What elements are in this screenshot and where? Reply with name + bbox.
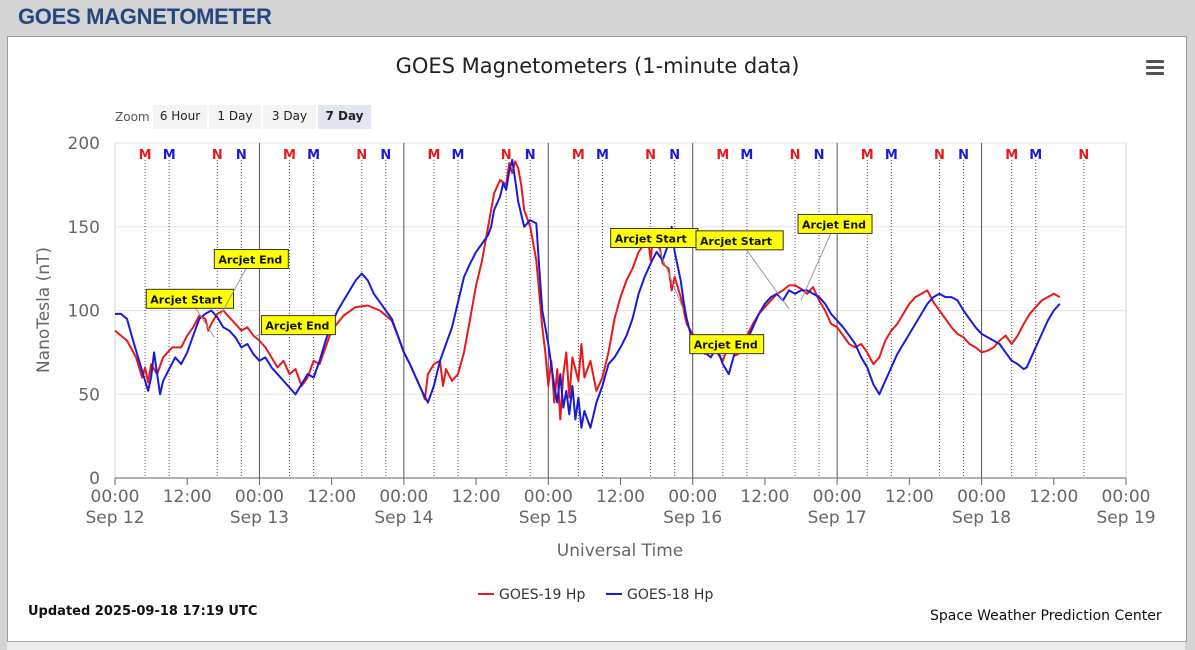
- y-tick-label: 50: [78, 385, 100, 405]
- annotation-connector: [653, 237, 685, 311]
- x-tick-time-label: 12:00: [1029, 487, 1078, 507]
- annotation-label: Arcjet End: [218, 254, 282, 267]
- marker-n-label: N: [501, 148, 512, 163]
- zoom-6-hour-button[interactable]: 6 Hour: [153, 105, 207, 129]
- legend-label-goes19: GOES-19 Hp: [499, 587, 585, 603]
- marker-m-label: M: [427, 148, 440, 163]
- x-tick-time-label: 12:00: [885, 487, 934, 507]
- app-header-title: GOES MAGNETOMETER: [18, 4, 272, 29]
- marker-m-label: M: [163, 148, 176, 163]
- zoom-1-day-button[interactable]: 1 Day: [209, 105, 261, 129]
- legend-item-goes18[interactable]: GOES-18 Hp: [606, 587, 713, 603]
- marker-n-label: N: [790, 148, 801, 163]
- y-tick-label: 200: [68, 134, 100, 154]
- marker-m-label: M: [572, 148, 585, 163]
- legend-item-goes19[interactable]: GOES-19 Hp: [478, 587, 585, 603]
- y-axis-label: NanoTesla (nT): [34, 247, 54, 373]
- series-line-goes18: [115, 158, 1061, 429]
- annotation-box: [797, 213, 873, 234]
- x-tick-date-label: Sep 14: [374, 508, 433, 528]
- marker-n-label: N: [934, 148, 945, 163]
- next-panel-edge: [7, 641, 1185, 650]
- arcjet-annotation: Arcjet Start: [695, 230, 790, 310]
- legend: GOES-19 Hp GOES-18 Hp: [478, 587, 713, 603]
- marker-m-label: M: [861, 148, 874, 163]
- x-tick-time-label: 00:00: [91, 487, 140, 507]
- annotation-connector: [800, 223, 836, 301]
- marker-n-label: N: [645, 148, 656, 163]
- hamburger-menu-icon[interactable]: [1146, 60, 1164, 76]
- annotation-connector: [739, 240, 790, 310]
- zoom-7-day-button[interactable]: 7 Day: [318, 105, 371, 129]
- x-tick-time-label: 00:00: [957, 487, 1006, 507]
- x-tick-time-label: 12:00: [307, 487, 356, 507]
- marker-m-label: M: [1029, 148, 1042, 163]
- y-tick-label: 150: [68, 218, 100, 238]
- x-tick-date-label: Sep 15: [519, 508, 578, 528]
- annotation-label: Arcjet Start: [150, 293, 222, 306]
- x-tick-time-label: 00:00: [235, 487, 284, 507]
- marker-m-label: M: [596, 148, 609, 163]
- x-tick-date-label: Sep 17: [808, 508, 867, 528]
- marker-n-label: N: [814, 148, 825, 163]
- annotation-label: Arcjet End: [802, 218, 866, 231]
- marker-m-label: M: [740, 148, 753, 163]
- annotation-box: [213, 249, 289, 270]
- x-tick-time-label: 12:00: [596, 487, 645, 507]
- y-tick-label: 100: [68, 302, 100, 322]
- annotation-box: [695, 230, 784, 251]
- x-tick-date-label: Sep 12: [85, 508, 144, 528]
- arcjet-annotation: Arcjet End: [797, 213, 873, 301]
- x-tick-time-label: 12:00: [452, 487, 501, 507]
- x-tick-date-label: Sep 13: [230, 508, 289, 528]
- x-tick-time-label: 00:00: [524, 487, 573, 507]
- annotation-label: Arcjet End: [265, 320, 329, 333]
- zoom-label: Zoom: [115, 110, 150, 124]
- x-tick-time-label: 12:00: [163, 487, 212, 507]
- zoom-3-day-button[interactable]: 3 Day: [263, 105, 316, 129]
- marker-n-label: N: [958, 148, 969, 163]
- annotation-label: Arcjet Start: [615, 233, 687, 246]
- arcjet-annotation: Arcjet End: [256, 315, 336, 337]
- marker-n-label: N: [1078, 148, 1089, 163]
- annotation-box: [145, 288, 234, 309]
- arcjet-annotation: Arcjet Start: [610, 228, 699, 311]
- marker-n-label: N: [236, 148, 247, 163]
- marker-n-label: N: [525, 148, 536, 163]
- annotation-label: Arcjet Start: [700, 235, 772, 248]
- legend-label-goes18: GOES-18 Hp: [627, 587, 713, 603]
- marker-n-label: N: [669, 148, 680, 163]
- marker-m-label: M: [283, 148, 296, 163]
- x-tick-date-label: Sep 18: [952, 508, 1011, 528]
- annotation-box: [689, 334, 765, 355]
- chart-title: GOES Magnetometers (1-minute data): [395, 54, 800, 78]
- marker-n-label: N: [212, 148, 223, 163]
- updated-timestamp: Updated 2025-09-18 17:19 UTC: [28, 604, 258, 619]
- x-axis-label: Universal Time: [557, 541, 683, 561]
- annotation-label: Arcjet End: [694, 339, 758, 352]
- x-tick-date-label: Sep 16: [663, 508, 722, 528]
- marker-m-label: M: [139, 148, 152, 163]
- arcjet-annotation: Arcjet End: [213, 249, 289, 316]
- x-tick-time-label: 00:00: [1102, 487, 1151, 507]
- y-tick-label: 0: [89, 469, 100, 489]
- marker-n-label: N: [356, 148, 367, 163]
- x-tick-time-label: 00:00: [379, 487, 428, 507]
- x-tick-time-label: 12:00: [740, 487, 789, 507]
- arcjet-annotation: Arcjet End: [689, 334, 765, 355]
- marker-m-label: M: [1005, 148, 1018, 163]
- arcjet-annotation: Arcjet Start: [145, 288, 234, 338]
- credit-text: Space Weather Prediction Center: [930, 608, 1162, 624]
- x-tick-date-label: Sep 19: [1096, 508, 1155, 528]
- marker-n-label: N: [380, 148, 391, 163]
- marker-m-label: M: [307, 148, 320, 163]
- marker-m-label: M: [716, 148, 729, 163]
- marker-m-label: M: [885, 148, 898, 163]
- x-tick-time-label: 00:00: [813, 487, 862, 507]
- series-line-goes19: [114, 160, 1061, 421]
- marker-m-label: M: [452, 148, 465, 163]
- x-tick-time-label: 00:00: [668, 487, 717, 507]
- annotation-box: [260, 315, 336, 336]
